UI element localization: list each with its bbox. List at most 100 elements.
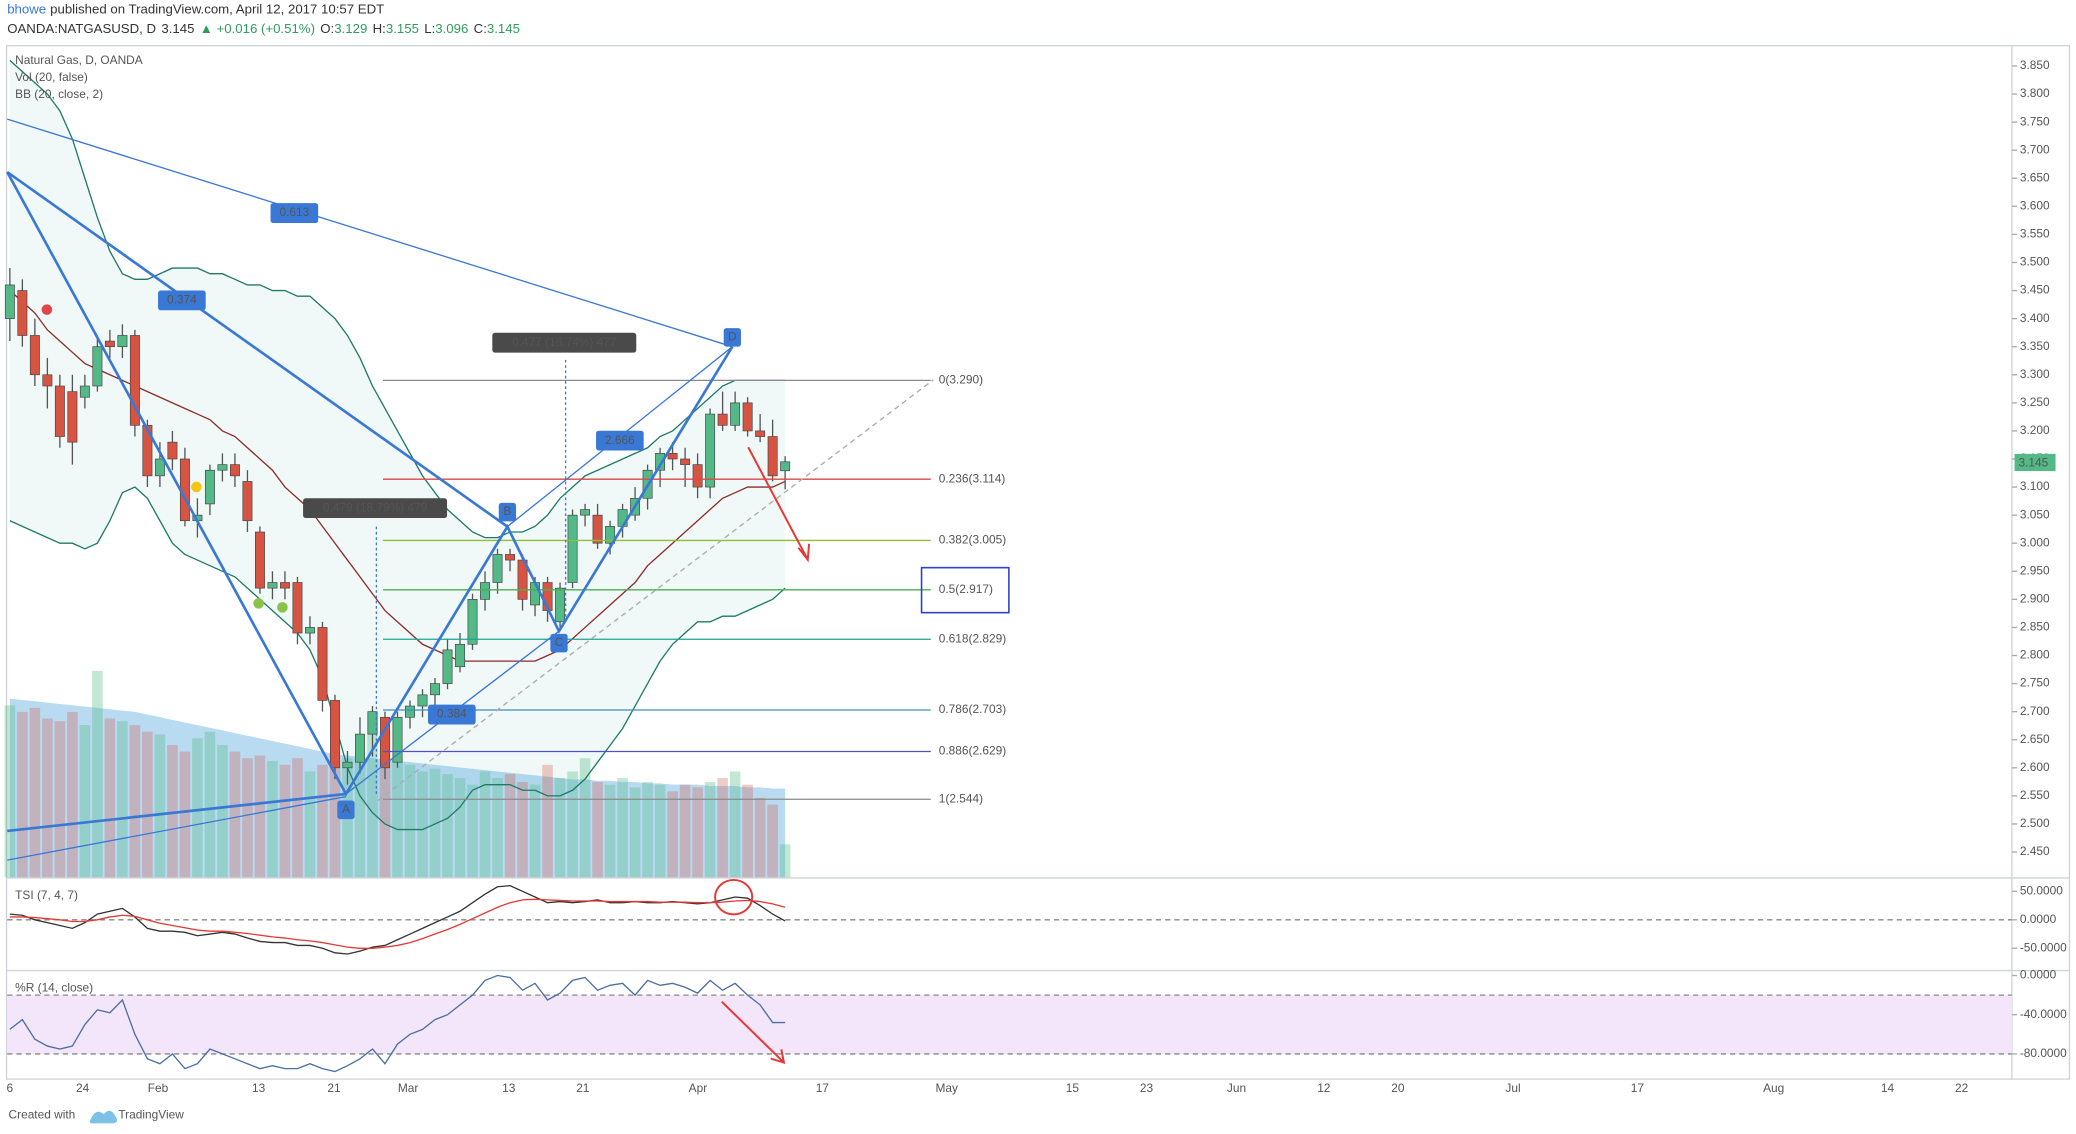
fib-label: 1(2.544) (939, 791, 983, 805)
y-tick-label: 0.0000 (2020, 912, 2057, 926)
candle-body (780, 461, 791, 472)
measure-label-box (492, 332, 637, 353)
fib-label: 0.236(3.114) (939, 471, 1006, 485)
x-tick-label: Apr (689, 1081, 708, 1095)
volume-bar (529, 784, 541, 878)
volume-bar (204, 731, 216, 878)
candle-body (580, 509, 591, 516)
volume-bar (504, 774, 516, 878)
volume-bar (242, 758, 253, 878)
candle-body (680, 458, 691, 465)
candle-body (129, 335, 140, 426)
volume-bar (617, 778, 628, 878)
highlight-circle (714, 878, 754, 916)
price-tag-box (2014, 453, 2056, 472)
candle-body (167, 441, 178, 460)
footer-brand[interactable]: TradingView (118, 1108, 184, 1122)
bb-fill (9, 60, 786, 830)
x-tick-label: 14 (1881, 1081, 1895, 1095)
last: 3.145 (161, 21, 194, 36)
indicator-line (9, 898, 786, 949)
candle-body (405, 705, 415, 718)
signal-dot (191, 481, 202, 493)
y-tick-label: -80.0000 (2020, 1046, 2067, 1060)
pattern-point-box (550, 633, 568, 653)
pattern-point-box (723, 328, 741, 347)
y-tick-label: 3.050 (2020, 507, 2050, 521)
x-tick-label: 17 (816, 1081, 830, 1095)
x-tick-label: May (935, 1081, 958, 1095)
candle-body (342, 761, 353, 769)
volume-bar (229, 751, 241, 878)
candle-body (592, 514, 603, 544)
y-tick-label: 2.600 (2020, 760, 2050, 774)
candle-body (455, 643, 465, 668)
volume-bar (267, 760, 278, 878)
volume-bar (492, 778, 503, 878)
candle-body (717, 413, 728, 426)
volume-bar (517, 782, 528, 878)
y-tick-label: 3.350 (2020, 339, 2050, 353)
price-tag: 3.145 (2019, 455, 2049, 469)
chart-title: Natural Gas, D, OANDA (15, 53, 143, 67)
volume-bar (442, 774, 453, 878)
volume-bar (704, 782, 716, 878)
candle-body (692, 464, 703, 488)
y-tick-label: 2.450 (2020, 844, 2050, 858)
x-tick-label: 13 (502, 1081, 516, 1095)
pattern-point: C (555, 635, 564, 649)
y-tick-label: 3.000 (2020, 535, 2050, 549)
volume-bar (54, 721, 66, 878)
volume-bar (79, 725, 91, 878)
volume-bar (742, 784, 753, 878)
candle-body (142, 424, 153, 477)
high: 3.155 (386, 21, 419, 36)
volume-bar (592, 782, 603, 878)
volume-ma-area (9, 698, 786, 878)
candle-body (92, 346, 103, 387)
volume-bar (379, 731, 391, 878)
pattern-point: B (503, 504, 511, 518)
y-tick-label: 3.400 (2020, 311, 2050, 325)
volume-bar (92, 670, 103, 878)
band-fill (7, 995, 2012, 1054)
x-tick-label: 23 (1140, 1081, 1154, 1095)
pattern-ratio: 0.374 (167, 293, 197, 307)
low: 3.096 (435, 21, 468, 36)
volume-bar (354, 760, 366, 878)
measure-label: 0.477 (16.74%) 477 (512, 335, 617, 349)
pattern-ratio: 2.666 (605, 433, 635, 447)
y-tick-label: 2.850 (2020, 620, 2050, 634)
y-tick-label: 3.550 (2020, 227, 2050, 241)
y-tick-label: 2.500 (2020, 816, 2050, 830)
pattern-line (7, 118, 733, 348)
volume-bar (729, 771, 741, 878)
measure-label: 0.479 (18.79%) 479 (323, 500, 428, 514)
volume-bar (479, 771, 491, 878)
header-line1: bhowe published on TradingView.com, April… (7, 1, 384, 16)
indicator-line (9, 884, 786, 955)
volume-bar (42, 718, 53, 878)
candle-body (480, 582, 490, 600)
pattern-point: D (728, 330, 737, 344)
candle-body (355, 733, 365, 763)
highlight-box (920, 566, 1010, 614)
fib-label: 0.786(2.703) (939, 702, 1006, 716)
x-tick-label: 12 (1317, 1081, 1331, 1095)
pattern-point-box (337, 800, 355, 820)
x-tick-label: 15 (1066, 1081, 1080, 1095)
y-tick-label: 3.450 (2020, 283, 2050, 297)
h-label: H: (373, 21, 386, 36)
x-tick-label: 22 (1955, 1081, 1969, 1095)
candle-body (705, 413, 716, 488)
candle-body (330, 700, 340, 769)
y-tick-label: 2.900 (2020, 592, 2050, 606)
candle-body (117, 335, 128, 348)
candle-body (430, 683, 440, 696)
y-tick-label: 2.550 (2020, 788, 2050, 802)
volume-bar (642, 782, 653, 878)
volume-bar (154, 734, 166, 878)
x-tick-label: Jul (1505, 1081, 1520, 1095)
y-tick-label: 3.250 (2020, 395, 2050, 409)
candle-body (217, 464, 228, 471)
